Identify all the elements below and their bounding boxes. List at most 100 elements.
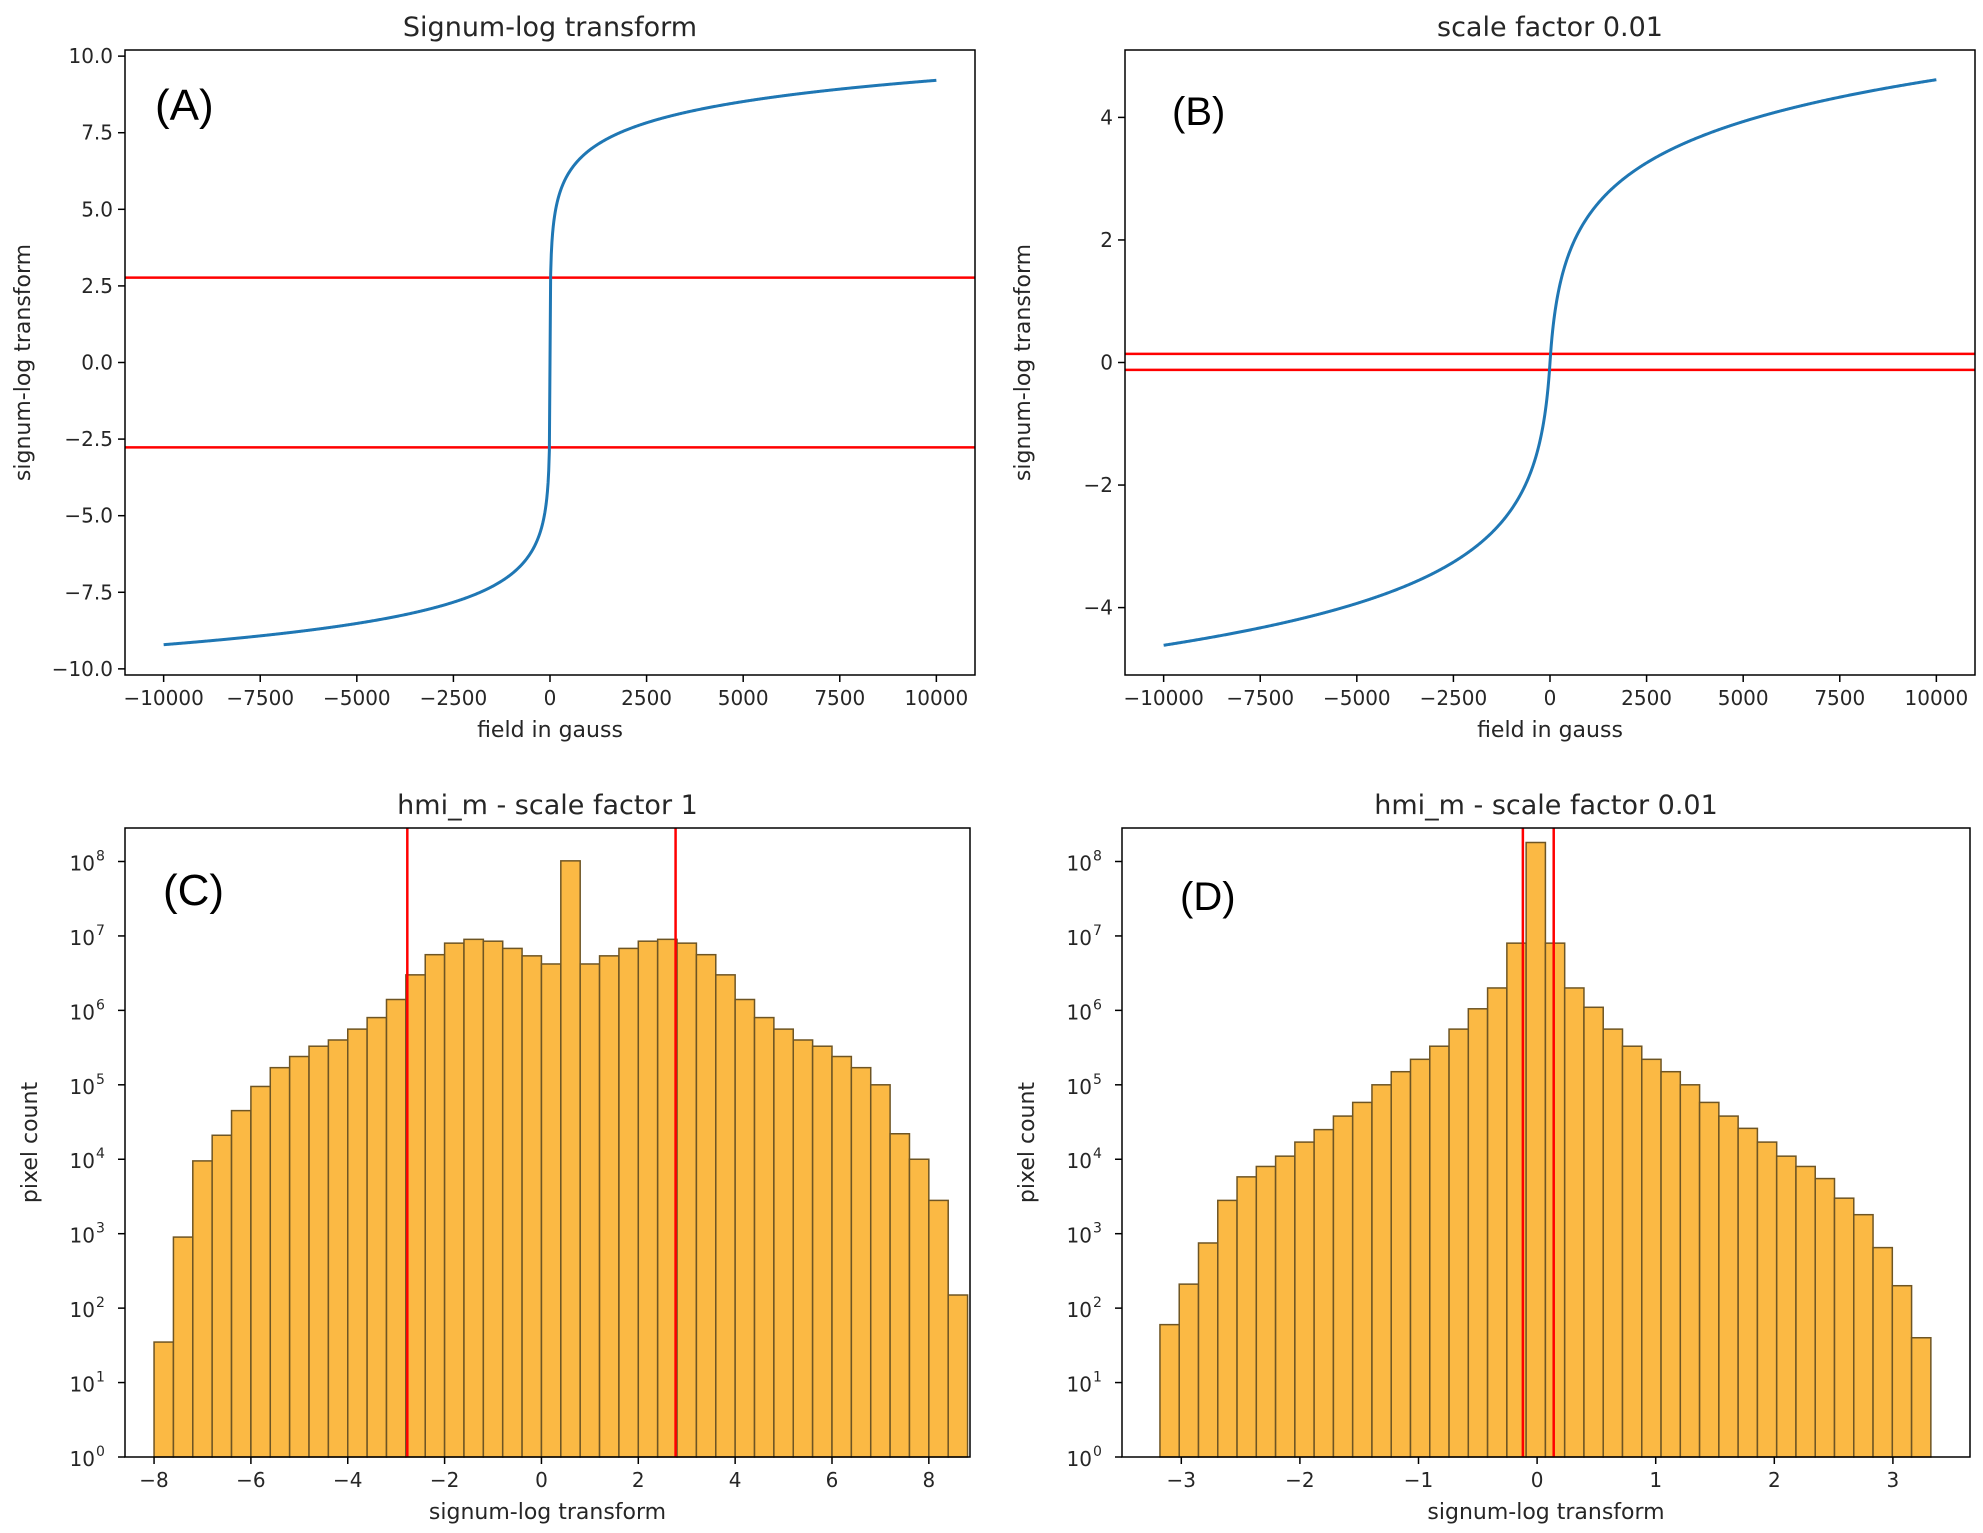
histogram-bar	[1313, 1128, 1335, 1458]
y-tick-exponent: 0	[1093, 1444, 1102, 1460]
transform-curve	[1163, 78, 1937, 647]
histogram-bar	[172, 1236, 194, 1458]
histogram-bar	[1390, 1070, 1412, 1458]
histogram-bar	[1679, 1084, 1701, 1458]
y-tick-label: −7.5	[64, 580, 113, 604]
panel-label: (B)	[1172, 90, 1225, 134]
x-tick-label: 7500	[814, 686, 865, 710]
y-tick-label: 10	[1067, 1000, 1092, 1024]
y-tick-label: 10	[1067, 1224, 1092, 1248]
y-tick-label: 10	[70, 1224, 95, 1248]
x-axis: −3 −2 −1 0 1 2 3	[1167, 1457, 1900, 1492]
x-axis-label: field in gauss	[1477, 718, 1623, 743]
y-tick-exponent: 1	[96, 1370, 105, 1386]
x-tick-label: −2	[430, 1468, 459, 1492]
x-tick-label: 2500	[621, 686, 672, 710]
histogram-bar	[153, 1341, 175, 1458]
panel-label: (D)	[1180, 875, 1236, 919]
x-tick-label: 0	[544, 686, 557, 710]
histogram-bar	[1698, 1101, 1720, 1458]
histogram-bar	[327, 1039, 349, 1458]
histogram-bar	[521, 955, 543, 1458]
histogram-bar	[1178, 1283, 1200, 1458]
histogram-bar	[656, 938, 678, 1458]
y-tick-label: 10	[70, 851, 95, 875]
y-tick-exponent: 4	[96, 1146, 105, 1162]
y-axis-label: signum-log transform	[11, 244, 36, 481]
histogram-bar	[773, 1028, 795, 1458]
x-tick-label: 7500	[1814, 686, 1865, 710]
y-tick-exponent: 6	[96, 997, 105, 1013]
x-tick-label: −2500	[1420, 686, 1488, 710]
x-tick-label: 5000	[1718, 686, 1769, 710]
panel-label: (A)	[155, 81, 214, 130]
x-axis: −8 −6 −4 −2 0 2 4 6 8	[139, 1457, 935, 1492]
histogram-bar	[463, 938, 485, 1458]
histogram-bar	[269, 1066, 291, 1458]
y-tick-exponent: 3	[96, 1221, 105, 1237]
histogram-bar	[366, 1016, 388, 1458]
y-axis-label: pixel count	[1015, 1082, 1040, 1204]
histogram-bar	[1756, 1141, 1778, 1458]
y-tick-label: 10	[1067, 1298, 1092, 1322]
histogram-bar	[230, 1109, 252, 1458]
y-tick-label: 5.0	[81, 197, 113, 221]
histogram-bar	[1332, 1115, 1354, 1458]
x-tick-label: 2500	[1621, 686, 1672, 710]
y-tick-label: 10	[70, 1373, 95, 1397]
y-tick-exponent: 2	[96, 1295, 105, 1311]
y-tick-label: 2.5	[81, 274, 113, 298]
histogram-bar	[792, 1039, 814, 1458]
histogram-bar	[850, 1066, 872, 1458]
y-tick-label: 10.0	[68, 44, 113, 68]
y-tick-label: 10	[1067, 926, 1092, 950]
x-tick-label: 10000	[905, 686, 969, 710]
histogram-bars	[1159, 841, 1932, 1458]
y-tick-exponent: 8	[96, 848, 105, 864]
histogram-bar	[579, 963, 601, 1458]
histogram-bar	[1448, 1028, 1470, 1458]
histogram-bar	[405, 974, 426, 1458]
histogram-bar	[598, 955, 620, 1458]
transform-curve	[163, 78, 937, 647]
y-tick-label: 10	[70, 1149, 95, 1173]
histogram-bar	[1236, 1176, 1258, 1458]
y-tick-label: −4	[1084, 596, 1113, 620]
chart-title: Signum-log transform	[403, 12, 697, 43]
histogram-bar	[947, 1294, 969, 1458]
histogram-bar	[753, 1016, 775, 1458]
x-tick-label: −7500	[226, 686, 294, 710]
histogram-bar	[1583, 1006, 1604, 1458]
histogram-bar	[637, 940, 659, 1458]
histogram-bar	[424, 953, 446, 1458]
x-tick-label: 2	[632, 1468, 645, 1492]
histogram-bar	[1872, 1246, 1894, 1458]
y-tick-label: −2	[1084, 473, 1113, 497]
y-tick-label: 10	[1067, 1373, 1092, 1397]
x-tick-label: 3	[1887, 1468, 1900, 1492]
x-tick-label: −2	[1285, 1468, 1314, 1492]
y-tick-label: 10	[1067, 1075, 1092, 1099]
x-axis-label: signum-log transform	[429, 1500, 666, 1525]
y-tick-exponent: 1	[1093, 1370, 1102, 1386]
histogram-bar	[1351, 1101, 1373, 1458]
histogram-bar	[1621, 1045, 1643, 1458]
x-axis: −10000 −7500 −5000 −2500 0 2500 5000 7500 10000	[123, 675, 968, 710]
histogram-bar	[618, 947, 640, 1458]
chart-title: scale factor 0.01	[1437, 12, 1663, 43]
y-tick-label: 4	[1100, 105, 1113, 129]
histogram-bar	[1159, 1323, 1180, 1458]
y-tick-exponent: 5	[96, 1072, 105, 1088]
x-tick-label: −5000	[323, 686, 391, 710]
y-tick-exponent: 7	[96, 923, 105, 939]
histogram-bar	[1544, 942, 1566, 1458]
x-tick-label: 0	[535, 1468, 548, 1492]
x-tick-label: −10000	[123, 686, 203, 710]
x-tick-label: 6	[826, 1468, 839, 1492]
x-tick-label: 8	[922, 1468, 935, 1492]
y-axis: 4 2 0 −2 −4	[1084, 105, 1125, 620]
y-tick-label: 10	[70, 1447, 95, 1471]
